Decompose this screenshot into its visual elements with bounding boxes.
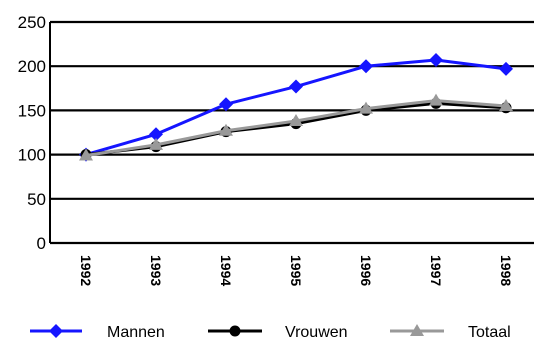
y-tick-label: 100 xyxy=(18,146,46,165)
legend-label-vrouwen: Vrouwen xyxy=(285,324,348,341)
y-tick-label: 200 xyxy=(18,57,46,76)
y-tick-labels: 0 50 100 150 200 250 xyxy=(18,13,46,253)
data-point-mannen xyxy=(429,53,443,68)
data-point-totaal xyxy=(149,137,163,150)
legend-label-totaal: Totaal xyxy=(468,324,511,341)
y-tick-label: 250 xyxy=(18,13,46,32)
series-totaal xyxy=(79,93,513,161)
data-point-mannen xyxy=(289,79,303,94)
data-point-mannen xyxy=(359,59,373,74)
legend-item-totaal: Totaal xyxy=(390,324,511,341)
series-line-mannen xyxy=(85,58,507,157)
legend-label-mannen: Mannen xyxy=(107,324,165,341)
y-tick-label: 50 xyxy=(27,190,46,209)
legend-marker-vrouwen xyxy=(229,325,241,337)
legend: Mannen Vrouwen Totaal xyxy=(30,324,511,341)
legend-item-mannen: Mannen xyxy=(30,324,165,341)
data-point-mannen xyxy=(219,97,233,112)
x-tick-label: 1992 xyxy=(78,255,94,286)
x-tick-label: 1993 xyxy=(148,255,164,286)
data-point-totaal xyxy=(79,148,93,161)
data-point-totaal xyxy=(429,93,443,106)
data-point-totaal xyxy=(499,98,513,111)
data-point-mannen xyxy=(149,127,163,142)
gridlines xyxy=(50,20,534,245)
legend-item-vrouwen: Vrouwen xyxy=(208,324,348,341)
x-tick-label: 1996 xyxy=(358,255,374,286)
y-tick-label: 0 xyxy=(37,234,46,253)
data-point-totaal xyxy=(219,123,233,136)
x-tick-label: 1994 xyxy=(218,255,234,286)
legend-marker-mannen xyxy=(49,324,63,338)
data-point-mannen xyxy=(499,61,513,76)
series-mannen xyxy=(79,53,513,162)
series-vrouwen xyxy=(80,97,512,161)
x-tick-label: 1998 xyxy=(498,255,514,286)
legend-marker-totaal xyxy=(410,324,424,336)
y-tick-label: 150 xyxy=(18,101,46,120)
data-point-totaal xyxy=(359,101,373,114)
series-lines xyxy=(79,53,513,162)
x-tick-label: 1997 xyxy=(428,255,444,286)
x-tick-label: 1995 xyxy=(288,255,304,286)
x-tick-labels: 1992 1993 1994 1995 1996 1997 1998 xyxy=(78,255,514,286)
data-point-totaal xyxy=(289,114,303,127)
